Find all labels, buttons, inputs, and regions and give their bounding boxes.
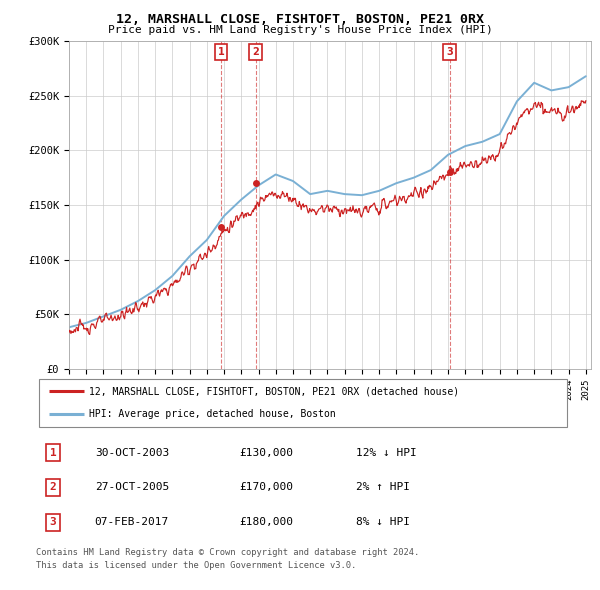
Text: HPI: Average price, detached house, Boston: HPI: Average price, detached house, Bost… <box>89 409 336 419</box>
Text: 2: 2 <box>50 483 56 493</box>
FancyBboxPatch shape <box>38 379 568 427</box>
Text: 12, MARSHALL CLOSE, FISHTOFT, BOSTON, PE21 0RX (detached house): 12, MARSHALL CLOSE, FISHTOFT, BOSTON, PE… <box>89 386 460 396</box>
Text: 1: 1 <box>218 47 224 57</box>
Text: 12% ↓ HPI: 12% ↓ HPI <box>356 448 417 457</box>
Text: £180,000: £180,000 <box>239 517 293 527</box>
Text: 2% ↑ HPI: 2% ↑ HPI <box>356 483 410 493</box>
Text: 27-OCT-2005: 27-OCT-2005 <box>95 483 169 493</box>
Text: £170,000: £170,000 <box>239 483 293 493</box>
Text: 3: 3 <box>50 517 56 527</box>
Text: Price paid vs. HM Land Registry's House Price Index (HPI): Price paid vs. HM Land Registry's House … <box>107 25 493 35</box>
Text: 3: 3 <box>446 47 453 57</box>
Text: 1: 1 <box>50 448 56 457</box>
Text: 8% ↓ HPI: 8% ↓ HPI <box>356 517 410 527</box>
Text: 30-OCT-2003: 30-OCT-2003 <box>95 448 169 457</box>
Text: 12, MARSHALL CLOSE, FISHTOFT, BOSTON, PE21 0RX: 12, MARSHALL CLOSE, FISHTOFT, BOSTON, PE… <box>116 13 484 26</box>
Text: This data is licensed under the Open Government Licence v3.0.: This data is licensed under the Open Gov… <box>36 560 356 569</box>
Text: £130,000: £130,000 <box>239 448 293 457</box>
Text: 07-FEB-2017: 07-FEB-2017 <box>95 517 169 527</box>
Text: Contains HM Land Registry data © Crown copyright and database right 2024.: Contains HM Land Registry data © Crown c… <box>36 548 419 556</box>
Text: 2: 2 <box>252 47 259 57</box>
